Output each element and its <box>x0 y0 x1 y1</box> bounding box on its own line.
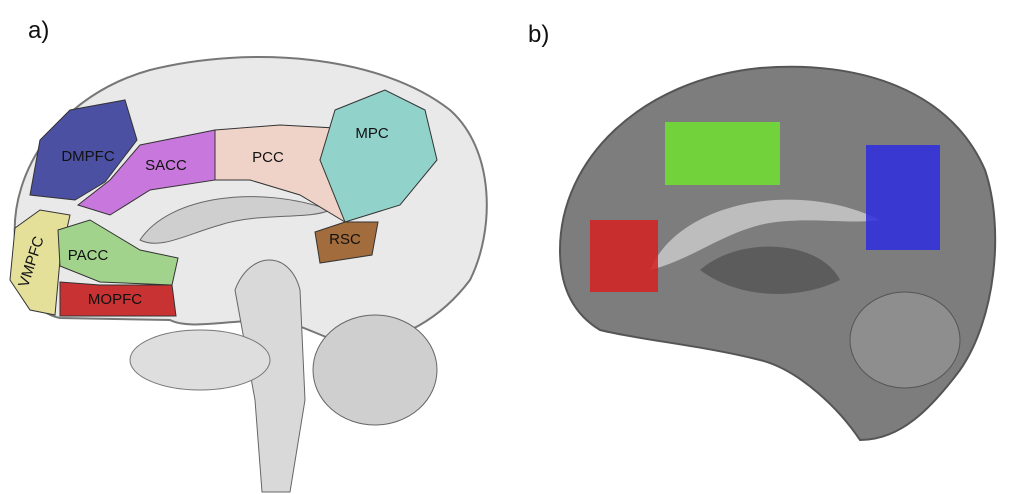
roi-green <box>665 122 780 185</box>
region-label: MPC <box>355 125 389 142</box>
region-label: DMPFC <box>61 148 114 165</box>
panel-a: a) DMPFC SACC PCC MPC VMPFC PACC RSC MOP… <box>10 17 487 492</box>
figure: a) DMPFC SACC PCC MPC VMPFC PACC RSC MOP… <box>0 0 1021 494</box>
region-label: MOPFC <box>88 291 142 308</box>
cerebellum <box>850 292 960 388</box>
cerebellum <box>313 315 437 425</box>
region-label: PACC <box>68 247 109 264</box>
panel-label: a) <box>28 17 49 44</box>
panel-label: b) <box>528 21 549 48</box>
panel-b: b) <box>528 21 995 440</box>
roi-blue <box>866 145 940 250</box>
roi-red <box>590 220 658 292</box>
temporal-lobe <box>130 330 270 390</box>
region-label: PCC <box>252 149 284 166</box>
region-label: RSC <box>329 231 361 248</box>
region-label: SACC <box>145 157 187 174</box>
